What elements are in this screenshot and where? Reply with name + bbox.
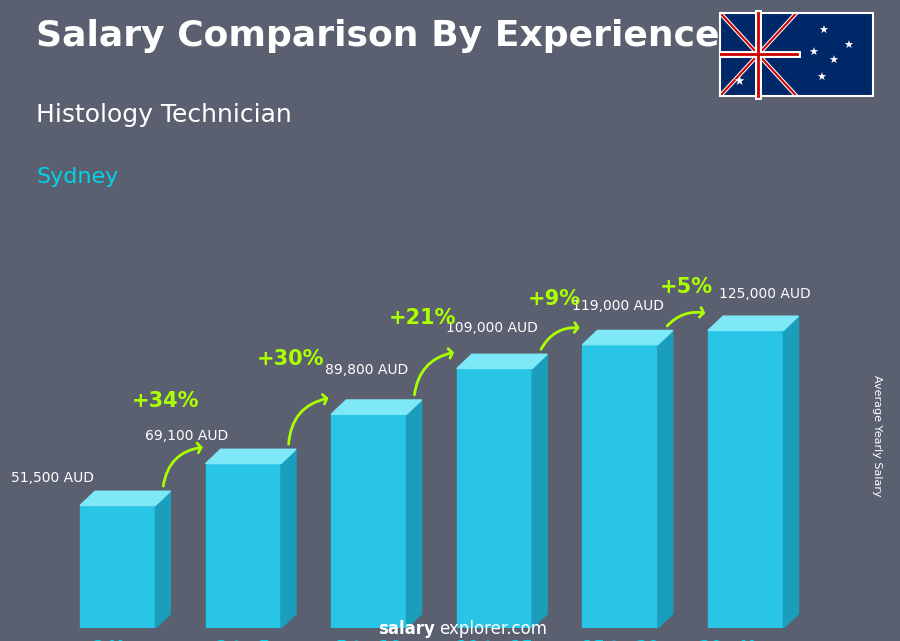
- Text: ★: ★: [816, 73, 826, 83]
- Text: +34%: +34%: [131, 391, 199, 411]
- Text: ★: ★: [828, 56, 838, 66]
- Text: 69,100 AUD: 69,100 AUD: [145, 429, 229, 444]
- Text: 125,000 AUD: 125,000 AUD: [719, 287, 810, 301]
- Polygon shape: [532, 354, 547, 628]
- Text: Average Yearly Salary: Average Yearly Salary: [872, 375, 883, 497]
- Polygon shape: [205, 449, 296, 463]
- Polygon shape: [658, 330, 673, 628]
- Text: ★: ★: [734, 74, 745, 88]
- Text: 51,500 AUD: 51,500 AUD: [11, 471, 94, 485]
- Polygon shape: [783, 316, 798, 628]
- Bar: [205, 463, 281, 628]
- Bar: [457, 369, 532, 628]
- Text: +5%: +5%: [660, 277, 713, 297]
- Polygon shape: [407, 400, 421, 628]
- Polygon shape: [331, 400, 421, 414]
- Text: 89,800 AUD: 89,800 AUD: [325, 363, 408, 377]
- Text: +30%: +30%: [257, 349, 325, 369]
- Text: Histology Technician: Histology Technician: [36, 103, 292, 126]
- Text: ★: ★: [843, 41, 853, 51]
- Polygon shape: [457, 354, 547, 369]
- Polygon shape: [281, 449, 296, 628]
- Polygon shape: [80, 491, 170, 506]
- Text: ★: ★: [808, 48, 818, 58]
- Bar: [708, 330, 783, 628]
- Text: 109,000 AUD: 109,000 AUD: [446, 321, 538, 335]
- Polygon shape: [582, 330, 673, 345]
- Text: +9%: +9%: [528, 289, 581, 309]
- Text: Sydney: Sydney: [36, 167, 118, 187]
- Bar: [331, 414, 407, 628]
- Text: explorer.com: explorer.com: [439, 620, 547, 638]
- Polygon shape: [156, 491, 170, 628]
- Text: ★: ★: [818, 26, 828, 36]
- Text: Salary Comparison By Experience: Salary Comparison By Experience: [36, 19, 719, 53]
- Text: salary: salary: [378, 620, 435, 638]
- Bar: [80, 506, 156, 628]
- Polygon shape: [708, 316, 798, 330]
- Text: +21%: +21%: [389, 308, 456, 328]
- Bar: [582, 345, 658, 628]
- Text: 119,000 AUD: 119,000 AUD: [572, 299, 663, 313]
